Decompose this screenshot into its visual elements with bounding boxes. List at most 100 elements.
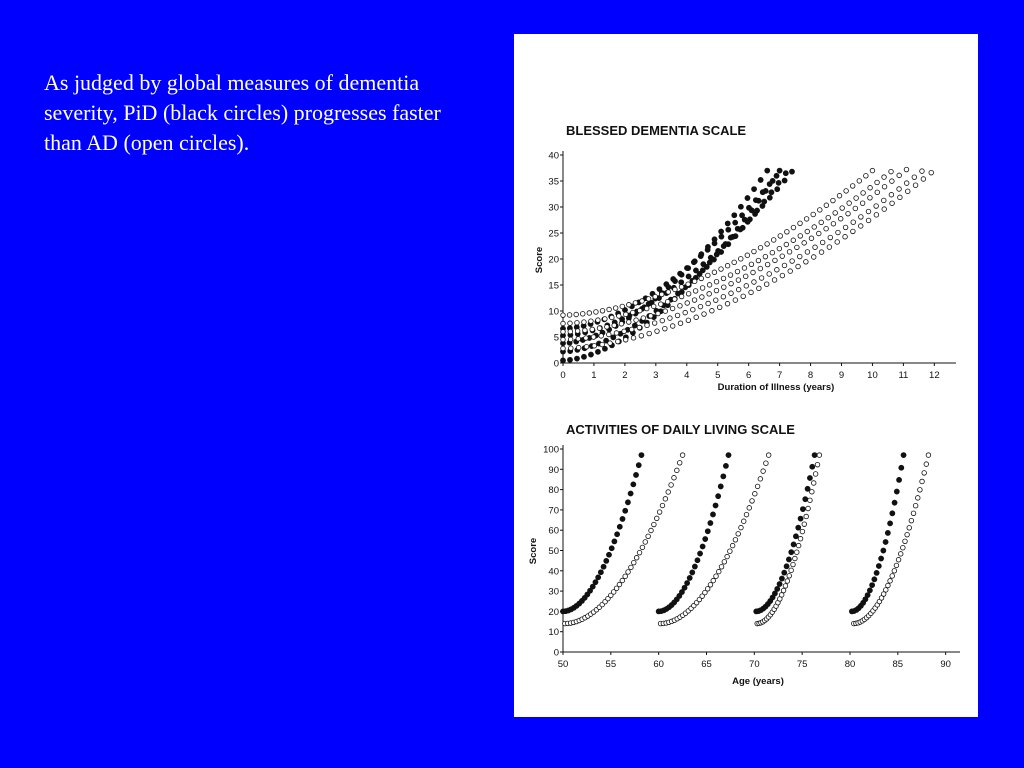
y-tick-label: 80 [548,485,559,496]
x-tick-label: 8 [808,370,813,381]
ad-data-point [567,328,574,335]
x-tick-label: 60 [653,659,664,670]
pid-data-point [744,218,751,225]
ad-data-point [591,343,598,349]
ad-data-point [754,483,761,490]
ad-data-point [850,228,856,235]
y-axis-label: Score [534,247,545,273]
ad-data-point [638,333,645,339]
ad-data-point [718,564,725,570]
ad-data-point [626,319,632,325]
ad-data-point [758,275,765,281]
ad-data-point [721,559,728,565]
ad-data-point [604,324,610,330]
ad-data-point [811,480,817,486]
pid-data-point [567,356,573,363]
pid-data-point [635,462,642,469]
pid-data-point [587,587,593,594]
y-tick-label: 20 [548,607,559,618]
x-tick-label: 1 [591,370,596,381]
pid-data-point [715,248,722,254]
pid-data-point [722,241,729,247]
pid-data-point [718,233,725,240]
figure-svg: BLESSED DEMENTIA SCALE 0 1 2 3 4 5 6 7 8 9 10 11 120… [528,123,960,687]
ad-data-point [863,173,869,179]
pid-data-point [759,189,766,196]
pid-data-point [781,569,788,576]
ad-data-point [919,168,925,174]
ad-data-point [582,327,588,333]
pid-data-point [731,212,738,219]
ad-data-point [743,511,750,518]
ad-data-point [790,224,797,231]
ad-data-point [713,297,719,303]
ad-data-point [734,268,741,275]
pid-data-point [776,167,783,174]
ad-data-point [910,510,917,517]
ad-data-point [770,237,777,243]
ad-data-point [560,320,566,327]
pid-data-point [725,452,732,458]
ad-data-point [691,297,698,303]
ad-data-point [741,518,747,524]
pid-data-point [684,580,691,586]
ad-data-point [728,280,734,287]
ad-data-point [623,311,629,318]
pid-data-point [684,265,690,271]
ad-data-point [920,176,927,182]
ad-data-point [654,515,660,522]
ad-data-point [804,249,811,255]
chart-title: ACTIVITIES OF DAILY LIVING SCALE [566,422,795,437]
ad-series-7 [560,166,910,335]
ad-data-point [672,286,678,293]
pid-data-point [711,240,718,247]
ad-data-point [705,300,711,307]
ad-data-point [797,233,803,239]
pid-data-point [774,186,781,193]
ad-data-point [648,527,654,534]
y-tick-label: 10 [548,627,559,638]
ad-series-9 [560,169,934,352]
ad-data-point [805,505,811,512]
ad-data-point [560,336,566,343]
ad-data-point [897,194,903,201]
ad-data-point [709,308,715,314]
ad-data-point [574,328,581,334]
pid-data-point [619,516,626,522]
ad-data-point [783,241,790,248]
pid-data-point [715,493,722,500]
ad-data-point [679,452,686,458]
ad-series-3 [657,452,772,627]
ad-data-point [856,178,862,184]
pid-series-0 [560,452,645,615]
ad-data-point [889,178,895,184]
pid-data-point [723,463,729,469]
ad-data-point [662,496,669,502]
ad-data-point [912,182,919,188]
ad-data-point [566,312,573,318]
ad-data-point [685,291,692,297]
ad-data-point [766,271,772,277]
ad-data-point [612,305,619,311]
ad-data-point [888,192,895,198]
ad-data-point [867,195,873,201]
pid-data-point [592,579,599,586]
ad-data-point [651,320,658,326]
pid-data-point [891,499,898,506]
y-tick-label: 40 [548,566,559,577]
ad-data-point [898,551,904,557]
ad-data-point [598,333,604,339]
ad-data-point [751,279,757,285]
ad-data-point [762,253,769,260]
pid-data-point [751,186,757,192]
ad-data-point [790,237,797,243]
ad-data-point [776,245,783,252]
pid-data-point [606,551,612,558]
y-tick-label: 25 [548,229,559,240]
ad-data-point [640,315,647,321]
ad-data-point [760,468,766,474]
pid-data-point [752,211,758,217]
ad-data-point [748,261,755,268]
pid-data-point [602,345,608,352]
chart-title: BLESSED DEMENTIA SCALE [566,123,746,138]
